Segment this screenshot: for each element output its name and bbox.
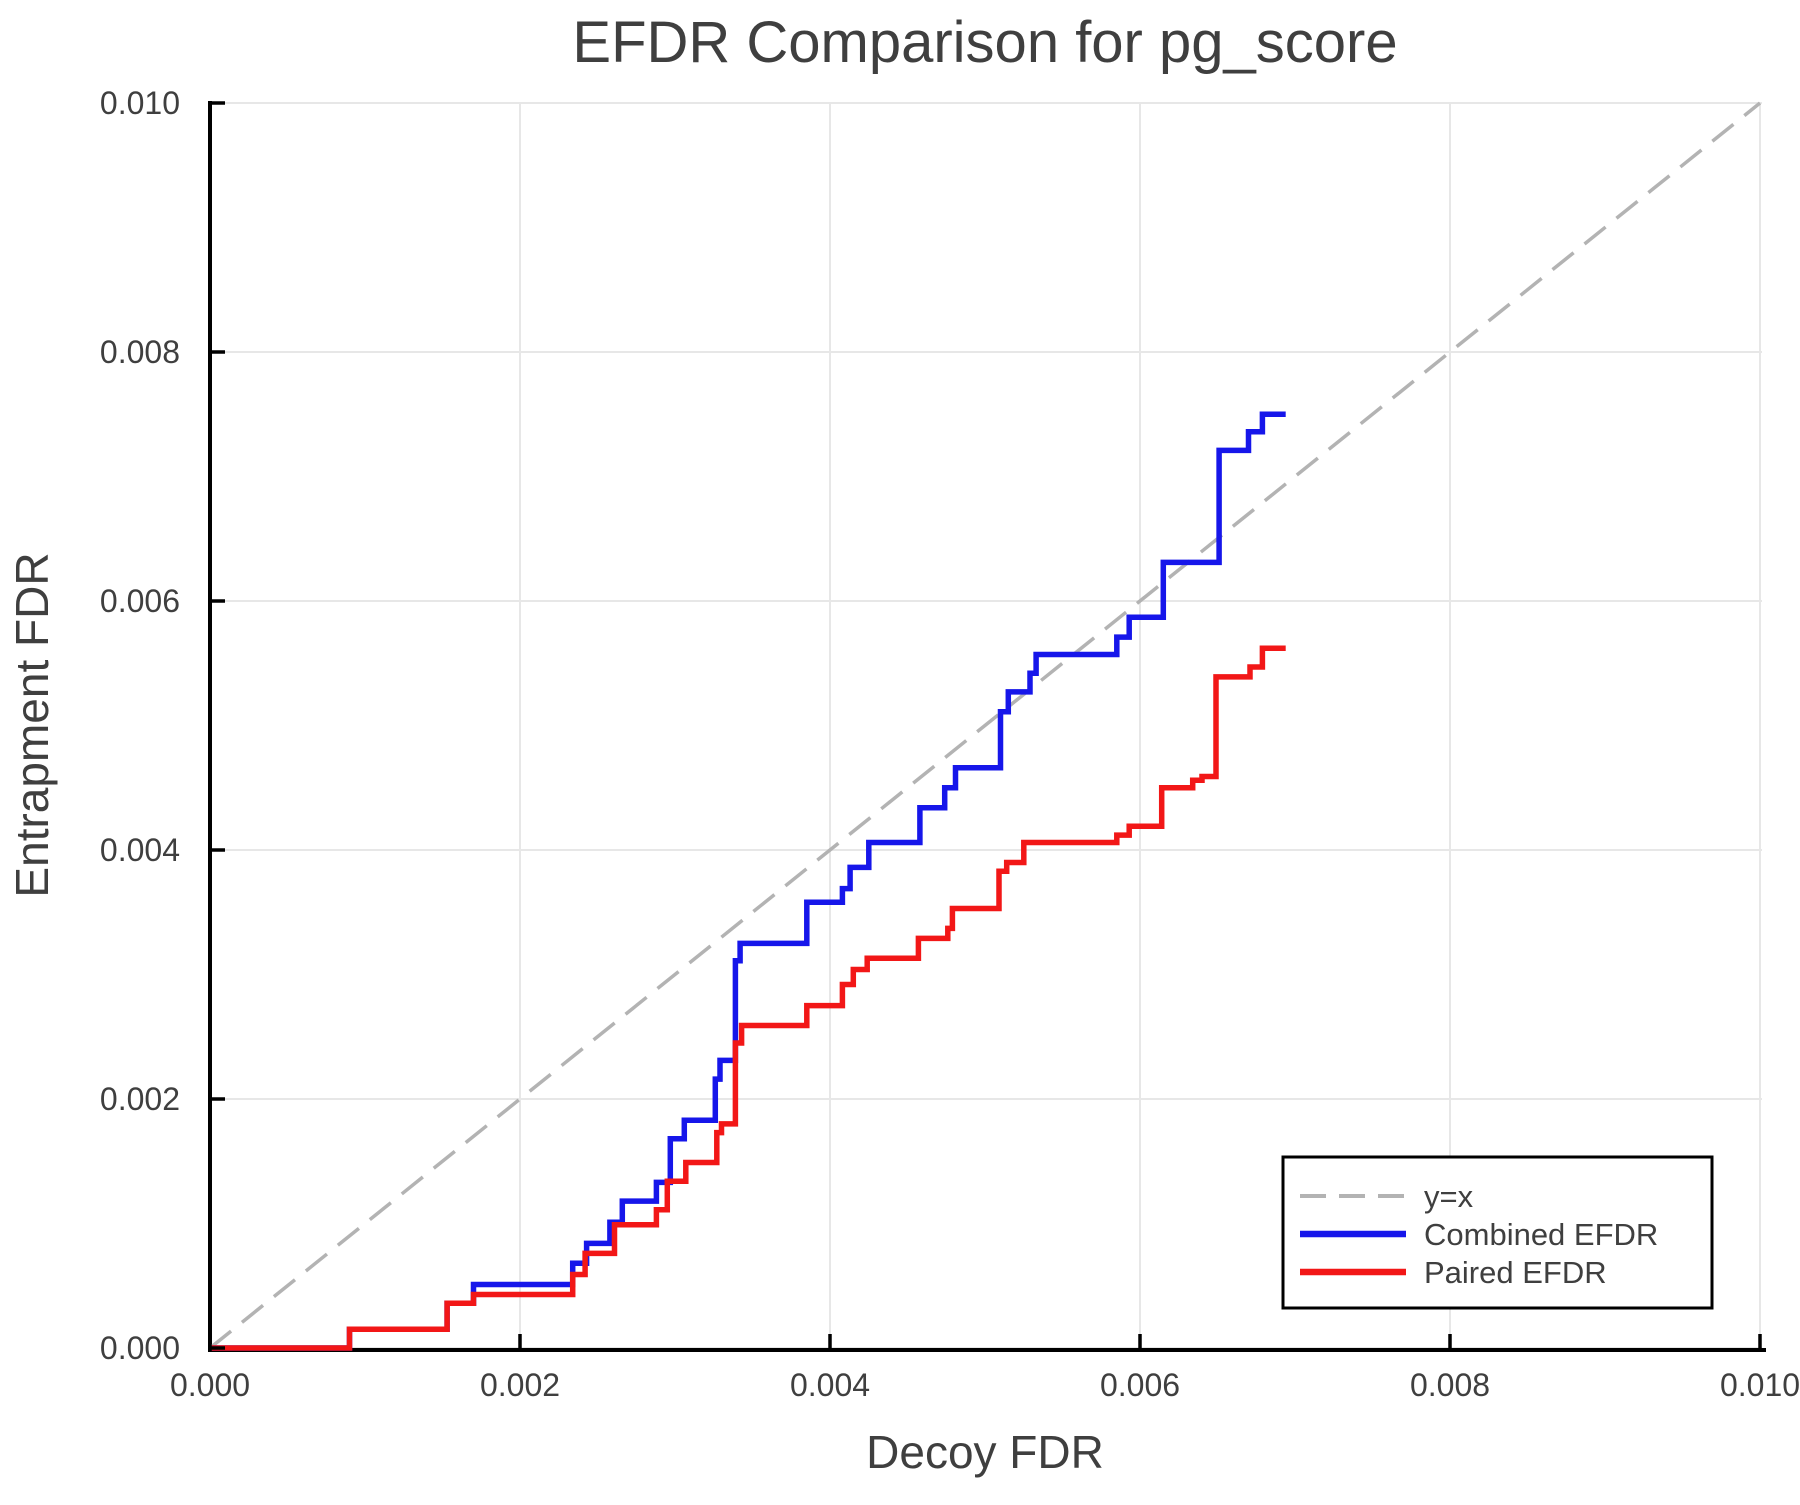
series-line-paired-efdr <box>210 645 1286 1351</box>
legend-item-label: Paired EFDR <box>1424 1255 1607 1290</box>
y-tick-label: 0.006 <box>100 583 180 619</box>
y-axis-label: Entrapment FDR <box>6 552 58 897</box>
legend-item-label: y=x <box>1424 1179 1474 1214</box>
series-line-combined-efdr <box>210 411 1286 1351</box>
x-tick-label: 0.008 <box>1410 1367 1490 1403</box>
y-tick-label: 0.010 <box>100 85 180 121</box>
chart-title: EFDR Comparison for pg_score <box>572 10 1397 75</box>
x-tick-label: 0.004 <box>790 1367 870 1403</box>
series-lines <box>210 411 1286 1351</box>
x-tick-label: 0.010 <box>1720 1367 1800 1403</box>
y-tick-label: 0.000 <box>100 1330 180 1366</box>
y-tick-label: 0.008 <box>100 334 180 370</box>
legend-item-combined-efdr: Combined EFDR <box>1300 1217 1658 1252</box>
legend-item-y-x: y=x <box>1300 1179 1474 1214</box>
y-tick-label: 0.004 <box>100 832 180 868</box>
y-tick-label: 0.002 <box>100 1081 180 1117</box>
y-tick-labels: 0.000 0.002 0.004 0.006 0.008 0.010 <box>100 85 180 1366</box>
x-tick-labels: 0.000 0.002 0.004 0.006 0.008 0.010 <box>170 1367 1800 1403</box>
x-axis-label: Decoy FDR <box>866 1426 1104 1478</box>
x-tick-label: 0.000 <box>170 1367 250 1403</box>
y-equals-x-line <box>208 101 1762 1350</box>
reference-line-y-equals-x <box>208 101 1762 1350</box>
legend-item-label: Combined EFDR <box>1424 1217 1658 1252</box>
axes-spines <box>208 101 1766 1352</box>
legend-item-paired-efdr: Paired EFDR <box>1300 1255 1607 1290</box>
x-tick-label: 0.002 <box>480 1367 560 1403</box>
x-tick-label: 0.006 <box>1100 1367 1180 1403</box>
tick-marks <box>208 101 1762 1351</box>
